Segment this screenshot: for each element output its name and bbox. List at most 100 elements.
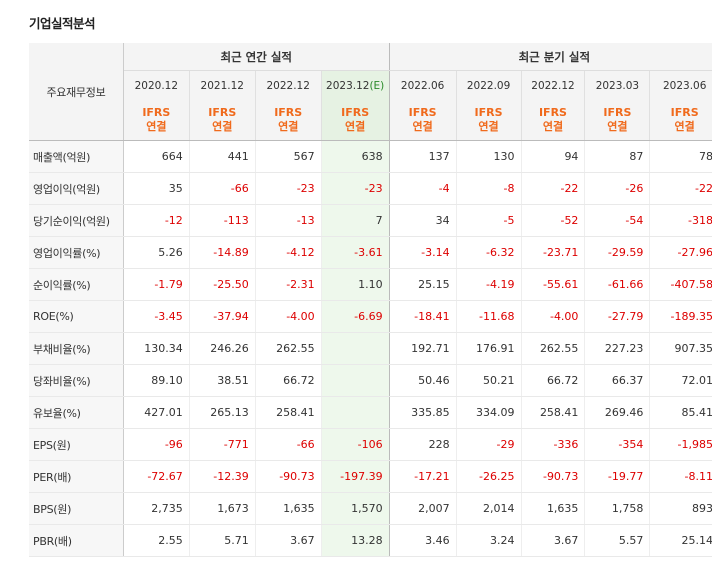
table-cell: -12.39 <box>188 460 256 493</box>
table-cell: -52 <box>520 204 585 237</box>
table-cell: -4.19 <box>455 268 522 301</box>
table-cell: 2,007 <box>388 492 457 525</box>
row-label: PER(배) <box>29 460 124 493</box>
table-row: 당좌비율(%) 89.10 38.51 66.72 50.46 50.21 66.72 66.… <box>29 364 712 397</box>
table-cell: 85.41 <box>649 396 712 429</box>
table-cell: 137 <box>388 140 457 173</box>
table-cell: -23.71 <box>520 236 585 269</box>
table-cell: 192.71 <box>388 332 457 365</box>
table-cell: -27.79 <box>584 300 650 333</box>
period-header: 2023.06 <box>649 70 712 100</box>
section-title: 기업실적분석 <box>29 16 96 31</box>
period-label: 2022.12 <box>531 79 575 92</box>
table-cell: 441 <box>188 140 256 173</box>
period-label: 2022.09 <box>466 79 511 92</box>
table-row: 당기순이익(억원) -12 -113 -13 7 34 -5 -52 -54 -318 <box>29 204 712 237</box>
table-cell: 246.26 <box>188 332 256 365</box>
table-cell: -318 <box>649 204 712 237</box>
table-cell: -22 <box>649 172 712 205</box>
table-cell: -12 <box>122 204 190 237</box>
table-cell: -8.11 <box>649 460 712 493</box>
table-cell: 3.67 <box>520 524 585 557</box>
consolidated-label: 연결 <box>212 120 233 133</box>
table-cell: 334.09 <box>455 396 522 429</box>
table-cell: 50.21 <box>455 364 522 397</box>
table-cell: -771 <box>188 428 256 461</box>
table-row: PER(배) -72.67 -12.39 -90.73 -197.39 -17.21 -26… <box>29 460 712 493</box>
ifrs-label: IFRS 연결 <box>388 100 457 141</box>
table-row: BPS(원) 2,735 1,673 1,635 1,570 2,007 2,014 1,63… <box>29 492 712 525</box>
row-label: 유보율(%) <box>29 396 124 429</box>
table-cell: 2.55 <box>122 524 190 557</box>
row-label: 순이익률(%) <box>29 268 124 301</box>
table-cell: 227.23 <box>584 332 650 365</box>
table-row: PBR(배) 2.55 5.71 3.67 13.28 3.46 3.24 3.67 5.57 2… <box>29 524 712 557</box>
period-label: 2022.12 <box>266 79 310 92</box>
period-header: 2022.12 <box>254 70 322 100</box>
table-cell: -106 <box>320 428 390 461</box>
table-cell: -407.58 <box>649 268 712 301</box>
table-cell: -19.77 <box>584 460 650 493</box>
consolidated-label: 연결 <box>607 120 628 133</box>
period-header: 2020.12 <box>122 70 190 100</box>
table-row: 유보율(%) 427.01 265.13 258.41 335.85 334.09 258.… <box>29 396 712 429</box>
table-cell: 5.26 <box>122 236 190 269</box>
table-cell: 72.01 <box>649 364 712 397</box>
table-cell: -336 <box>520 428 585 461</box>
table-cell: -13 <box>254 204 322 237</box>
table-cell: -1.79 <box>122 268 190 301</box>
table-cell: -8 <box>455 172 522 205</box>
table-cell: -113 <box>188 204 256 237</box>
table-cell: 567 <box>254 140 322 173</box>
table-cell: 228 <box>388 428 457 461</box>
ifrs-label: IFRS 연결 <box>122 100 190 141</box>
table-cell: -96 <box>122 428 190 461</box>
period-label: 2022.06 <box>400 79 445 92</box>
period-header: 2022.06 <box>388 70 457 100</box>
table-cell: -23 <box>254 172 322 205</box>
row-label: 부채비율(%) <box>29 332 124 365</box>
table-cell: 50.46 <box>388 364 457 397</box>
table-cell: -14.89 <box>188 236 256 269</box>
table-cell: -11.68 <box>455 300 522 333</box>
ifrs-standard: IFRS <box>603 106 632 119</box>
table-cell: 262.55 <box>254 332 322 365</box>
ifrs-label: IFRS 연결 <box>520 100 585 141</box>
period-header: 2023.12(E) <box>320 70 390 100</box>
table-cell: 2,735 <box>122 492 190 525</box>
table-cell: -25.50 <box>188 268 256 301</box>
ifrs-label: IFRS 연결 <box>254 100 322 141</box>
table-cell: -72.67 <box>122 460 190 493</box>
table-cell: -4 <box>388 172 457 205</box>
period-label: 2021.12 <box>200 79 244 92</box>
table-cell: 258.41 <box>520 396 585 429</box>
row-label: 영업이익(억원) <box>29 172 124 205</box>
table-cell: 3.24 <box>455 524 522 557</box>
ifrs-standard: IFRS <box>474 106 503 119</box>
table-row: EPS(원) -96 -771 -66 -106 228 -29 -336 -354 -1,985 <box>29 428 712 461</box>
table-cell: -4.12 <box>254 236 322 269</box>
ifrs-standard: IFRS <box>142 106 171 119</box>
table-cell: 265.13 <box>188 396 256 429</box>
table-cell: 893 <box>649 492 712 525</box>
table-cell: -66 <box>188 172 256 205</box>
table-cell: -5 <box>455 204 522 237</box>
ifrs-standard: IFRS <box>341 106 370 119</box>
table-cell: 1,673 <box>188 492 256 525</box>
table-cell: 1,570 <box>320 492 390 525</box>
table-cell: -17.21 <box>388 460 457 493</box>
table-cell: 1,758 <box>584 492 650 525</box>
ifrs-label: IFRS 연결 <box>584 100 650 141</box>
table-cell: -1,985 <box>649 428 712 461</box>
ifrs-label: IFRS 연결 <box>649 100 712 141</box>
table-cell: 3.67 <box>254 524 322 557</box>
table-cell: -29.59 <box>584 236 650 269</box>
table-cell: -6.32 <box>455 236 522 269</box>
table-cell: -22 <box>520 172 585 205</box>
table-cell: 89.10 <box>122 364 190 397</box>
financial-summary-table: 주요재무정보 최근 연간 실적 최근 분기 실적 2020.12 2021.12 2… <box>29 43 712 557</box>
table-cell: -55.61 <box>520 268 585 301</box>
table-cell: -4.00 <box>520 300 585 333</box>
consolidated-label: 연결 <box>478 120 499 133</box>
consolidated-label: 연결 <box>278 120 299 133</box>
